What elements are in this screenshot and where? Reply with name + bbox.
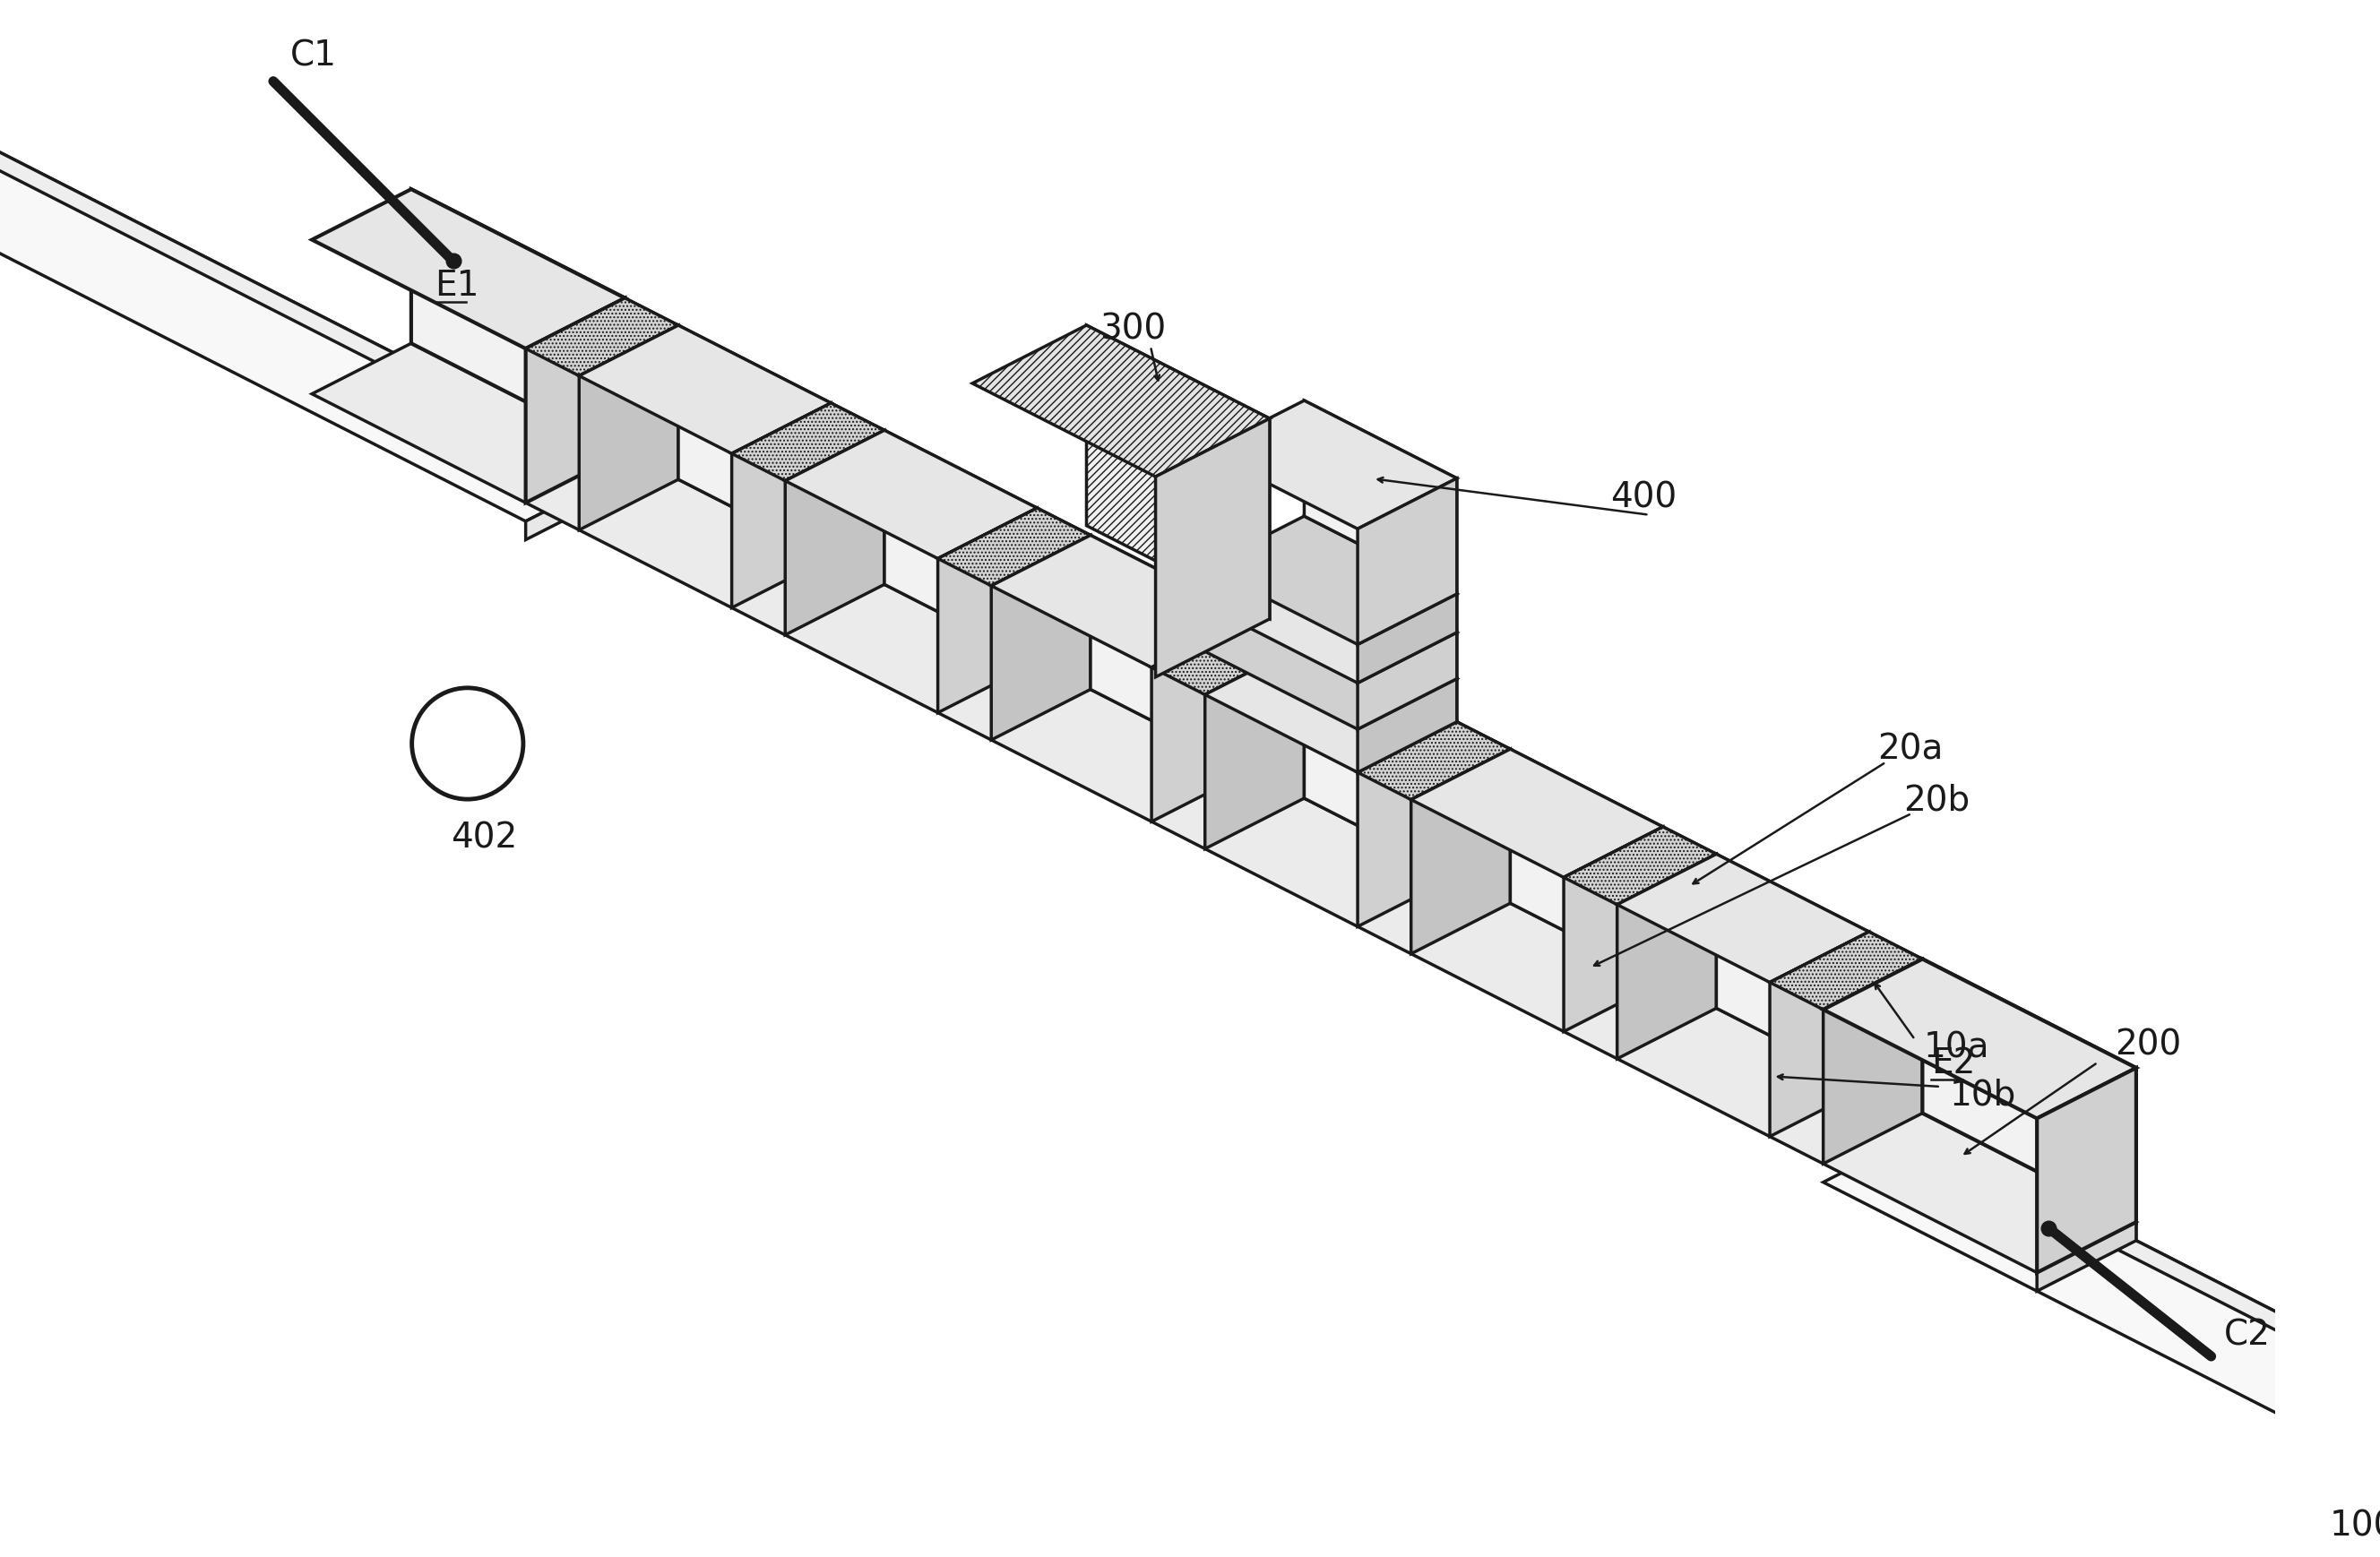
Polygon shape [1868,931,1923,1113]
Polygon shape [1716,855,1868,1085]
Polygon shape [1304,601,1457,722]
Polygon shape [1823,1132,2380,1557]
Polygon shape [1357,722,1511,800]
Polygon shape [578,325,678,529]
Polygon shape [1564,827,1664,1032]
Polygon shape [938,508,1038,713]
Polygon shape [1204,515,1457,645]
Text: 400: 400 [1611,481,1678,515]
Polygon shape [1771,931,1868,1137]
Polygon shape [1923,1132,2380,1557]
Polygon shape [785,430,1038,559]
Ellipse shape [412,688,524,799]
Polygon shape [1204,601,1457,729]
Text: 200: 200 [2116,1028,2182,1062]
Polygon shape [412,344,2137,1241]
Text: E1: E1 [436,268,478,302]
Polygon shape [1304,554,1457,679]
Polygon shape [1090,536,1252,771]
Polygon shape [785,430,885,635]
Polygon shape [1304,515,1457,632]
Polygon shape [990,536,1252,668]
Polygon shape [1564,827,1716,905]
Text: 20a: 20a [1878,732,1942,766]
Polygon shape [1357,722,1457,926]
Polygon shape [831,403,885,584]
Polygon shape [526,297,626,503]
Polygon shape [1088,325,1269,620]
Polygon shape [1304,400,1457,593]
Text: 10b: 10b [1949,1077,2016,1112]
Polygon shape [2037,1222,2137,1291]
Polygon shape [731,403,831,607]
Polygon shape [1823,959,2137,1118]
Polygon shape [0,0,626,522]
Polygon shape [0,0,626,489]
Polygon shape [412,190,626,452]
Polygon shape [731,403,885,481]
Polygon shape [885,430,1038,662]
Polygon shape [1204,554,1457,684]
Polygon shape [990,536,1090,740]
Polygon shape [1038,508,1090,690]
Polygon shape [1411,749,1511,954]
Text: C2: C2 [2223,1317,2271,1351]
Polygon shape [678,325,831,557]
Polygon shape [626,297,678,480]
Polygon shape [1616,855,1716,1059]
Text: 300: 300 [1100,313,1166,346]
Polygon shape [1157,419,1269,677]
Polygon shape [1152,617,1252,822]
Polygon shape [938,508,1090,585]
Polygon shape [1357,593,1457,684]
Text: E2: E2 [1930,1046,1975,1081]
Polygon shape [526,297,678,375]
Polygon shape [526,470,626,540]
Polygon shape [1457,722,1511,903]
Text: 20b: 20b [1904,783,1971,817]
Polygon shape [1357,632,1457,729]
Polygon shape [2037,1068,2137,1272]
Polygon shape [1357,679,1457,772]
Polygon shape [1616,855,1868,982]
Polygon shape [1152,617,1304,694]
Polygon shape [1357,478,1457,645]
Text: C1: C1 [290,39,338,73]
Polygon shape [1823,959,1923,1163]
Polygon shape [1304,645,1457,877]
Polygon shape [312,190,626,349]
Polygon shape [1204,645,1304,849]
Polygon shape [1411,749,1664,878]
Polygon shape [578,325,831,453]
Polygon shape [312,344,2137,1272]
Polygon shape [1771,931,1923,1009]
Polygon shape [1664,827,1716,1009]
Text: 402: 402 [450,821,516,855]
Text: 100: 100 [2330,1509,2380,1543]
Polygon shape [1204,400,1457,529]
Polygon shape [1204,645,1457,772]
Text: 10a: 10a [1923,1031,1990,1065]
Polygon shape [973,325,1269,476]
Polygon shape [1923,959,2137,1222]
Polygon shape [1511,749,1664,981]
Polygon shape [1252,617,1304,799]
